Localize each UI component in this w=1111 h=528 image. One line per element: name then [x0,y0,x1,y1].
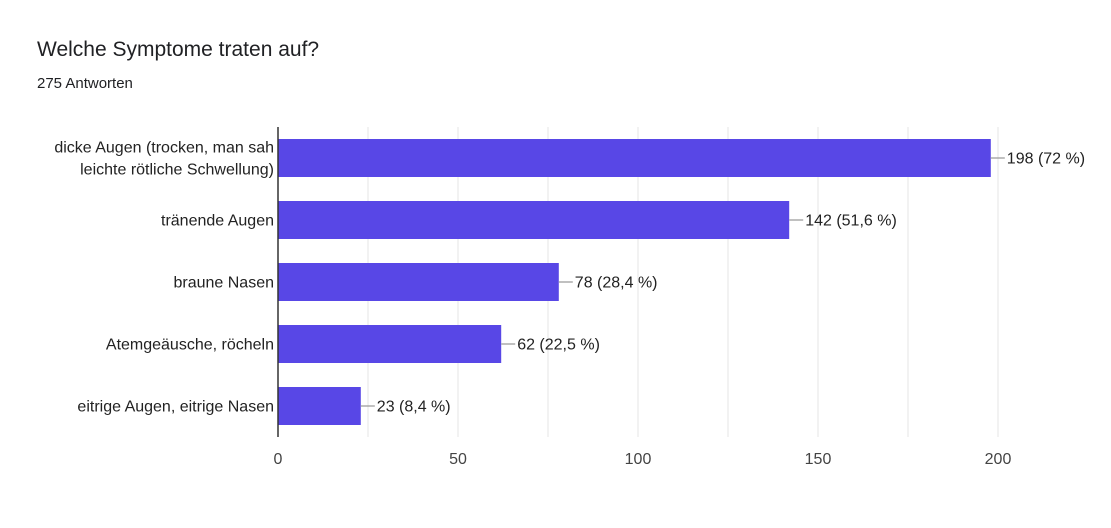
data-label: 142 (51,6 %) [805,213,897,230]
x-tick-label: 150 [805,451,832,468]
bar [278,325,502,363]
data-label: 198 (72 %) [1007,151,1085,168]
chart-title: Welche Symptome traten auf? [37,38,320,61]
x-tick-label: 100 [625,451,652,468]
response-count: 275 Antworten [37,75,133,92]
data-label: 62 (22,5 %) [517,337,600,354]
x-tick-label: 200 [985,451,1012,468]
category-label: braune Nasen [173,275,274,292]
data-label: 23 (8,4 %) [377,399,451,416]
category-label: Atemgeäusche, röcheln [106,337,274,354]
category-label: eitrige Augen, eitrige Nasen [77,399,274,416]
data-label: 78 (28,4 %) [575,275,658,292]
category-label: dicke Augen (trocken, man sah leichte röt… [54,140,274,179]
category-label: tränende Augen [161,213,274,230]
bar [278,263,559,301]
x-tick-label: 0 [274,451,283,468]
bar [278,387,361,425]
x-tick-label: 50 [449,451,467,468]
bar [278,139,991,177]
bar [278,201,790,239]
